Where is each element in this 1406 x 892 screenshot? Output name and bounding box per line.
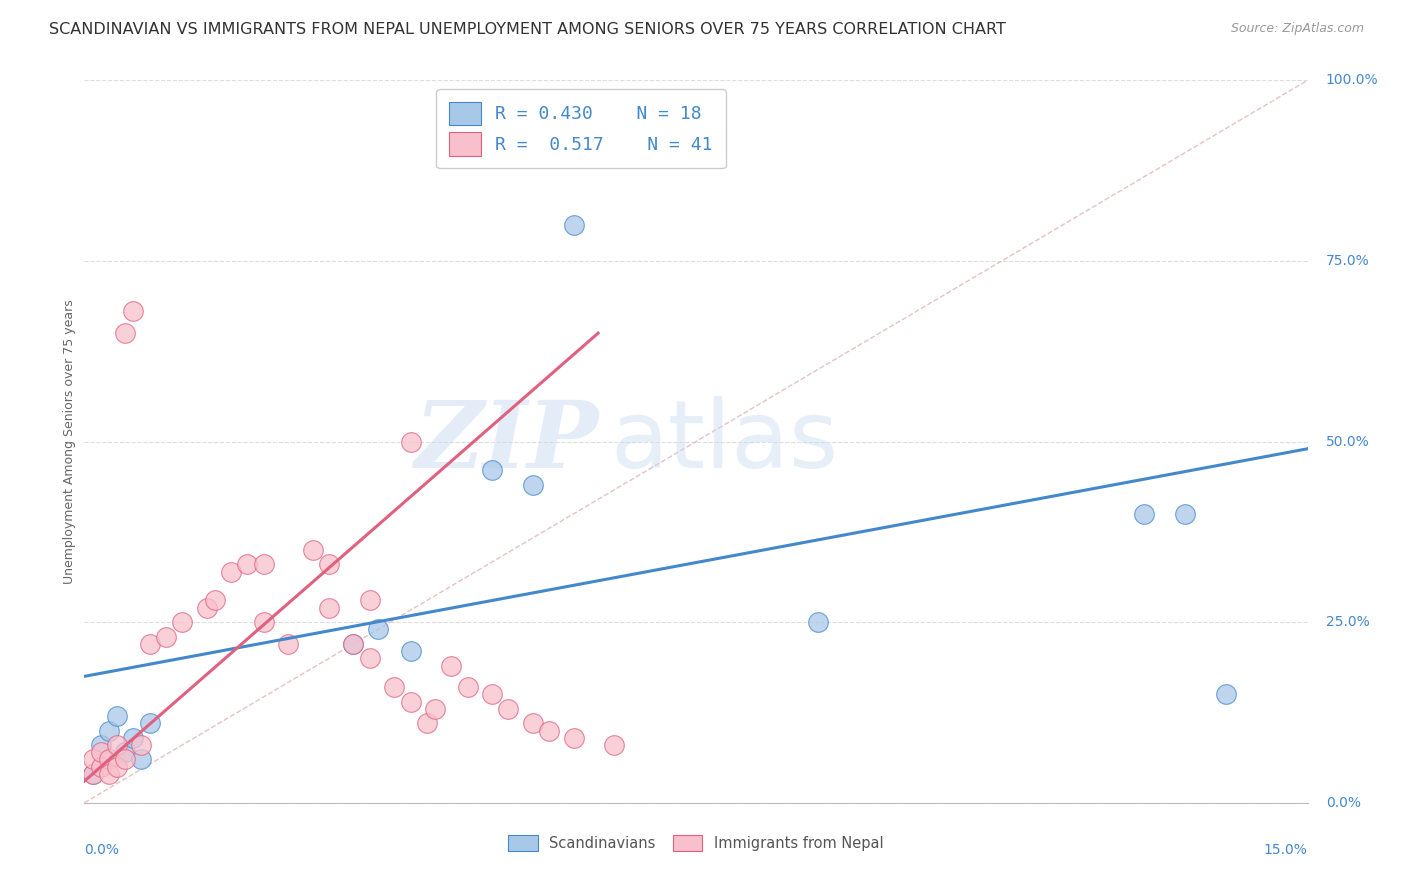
Point bbox=[131, 738, 153, 752]
Point bbox=[204, 593, 226, 607]
Point bbox=[382, 680, 405, 694]
Point bbox=[277, 637, 299, 651]
Point bbox=[562, 731, 585, 745]
Point bbox=[131, 752, 153, 766]
Point bbox=[399, 695, 422, 709]
Point bbox=[359, 651, 381, 665]
Point bbox=[359, 593, 381, 607]
Point bbox=[105, 760, 128, 774]
Point bbox=[90, 760, 112, 774]
Point bbox=[342, 637, 364, 651]
Point bbox=[603, 738, 626, 752]
Point bbox=[155, 630, 177, 644]
Point bbox=[481, 687, 503, 701]
Point bbox=[498, 702, 520, 716]
Point bbox=[416, 716, 439, 731]
Text: 0.0%: 0.0% bbox=[84, 843, 120, 856]
Text: 75.0%: 75.0% bbox=[1326, 254, 1369, 268]
Point bbox=[522, 716, 544, 731]
Point bbox=[114, 745, 136, 759]
Point bbox=[114, 752, 136, 766]
Point bbox=[1215, 687, 1237, 701]
Point bbox=[122, 304, 145, 318]
Point bbox=[440, 658, 463, 673]
Point bbox=[105, 738, 128, 752]
Point bbox=[82, 752, 104, 766]
Point bbox=[253, 615, 276, 630]
Point bbox=[367, 623, 389, 637]
Point bbox=[423, 702, 446, 716]
Point bbox=[1133, 507, 1156, 521]
Point bbox=[97, 752, 120, 766]
Point bbox=[138, 716, 160, 731]
Point bbox=[538, 723, 561, 738]
Text: 0.0%: 0.0% bbox=[1326, 796, 1361, 810]
Point bbox=[97, 723, 120, 738]
Point bbox=[114, 326, 136, 340]
Text: atlas: atlas bbox=[610, 395, 838, 488]
Point bbox=[172, 615, 194, 630]
Point bbox=[399, 644, 422, 658]
Y-axis label: Unemployment Among Seniors over 75 years: Unemployment Among Seniors over 75 years bbox=[63, 299, 76, 584]
Point bbox=[82, 767, 104, 781]
Text: 15.0%: 15.0% bbox=[1264, 843, 1308, 856]
Point bbox=[236, 558, 259, 572]
Text: ZIP: ZIP bbox=[413, 397, 598, 486]
Point bbox=[90, 745, 112, 759]
Point bbox=[522, 478, 544, 492]
Point bbox=[105, 709, 128, 723]
Text: Source: ZipAtlas.com: Source: ZipAtlas.com bbox=[1230, 22, 1364, 36]
Point bbox=[90, 738, 112, 752]
Point bbox=[82, 767, 104, 781]
Point bbox=[807, 615, 830, 630]
Point bbox=[1174, 507, 1197, 521]
Legend: Scandinavians, Immigrants from Nepal: Scandinavians, Immigrants from Nepal bbox=[502, 830, 890, 857]
Point bbox=[399, 434, 422, 449]
Point bbox=[219, 565, 242, 579]
Text: 50.0%: 50.0% bbox=[1326, 434, 1369, 449]
Point bbox=[318, 600, 340, 615]
Point bbox=[97, 767, 120, 781]
Text: 25.0%: 25.0% bbox=[1326, 615, 1369, 629]
Point bbox=[457, 680, 479, 694]
Point bbox=[342, 637, 364, 651]
Point bbox=[562, 218, 585, 232]
Point bbox=[195, 600, 218, 615]
Point bbox=[301, 542, 323, 557]
Text: SCANDINAVIAN VS IMMIGRANTS FROM NEPAL UNEMPLOYMENT AMONG SENIORS OVER 75 YEARS C: SCANDINAVIAN VS IMMIGRANTS FROM NEPAL UN… bbox=[49, 22, 1007, 37]
Point bbox=[481, 463, 503, 477]
Point bbox=[318, 558, 340, 572]
Point bbox=[138, 637, 160, 651]
Point bbox=[122, 731, 145, 745]
Text: 100.0%: 100.0% bbox=[1326, 73, 1378, 87]
Point bbox=[253, 558, 276, 572]
